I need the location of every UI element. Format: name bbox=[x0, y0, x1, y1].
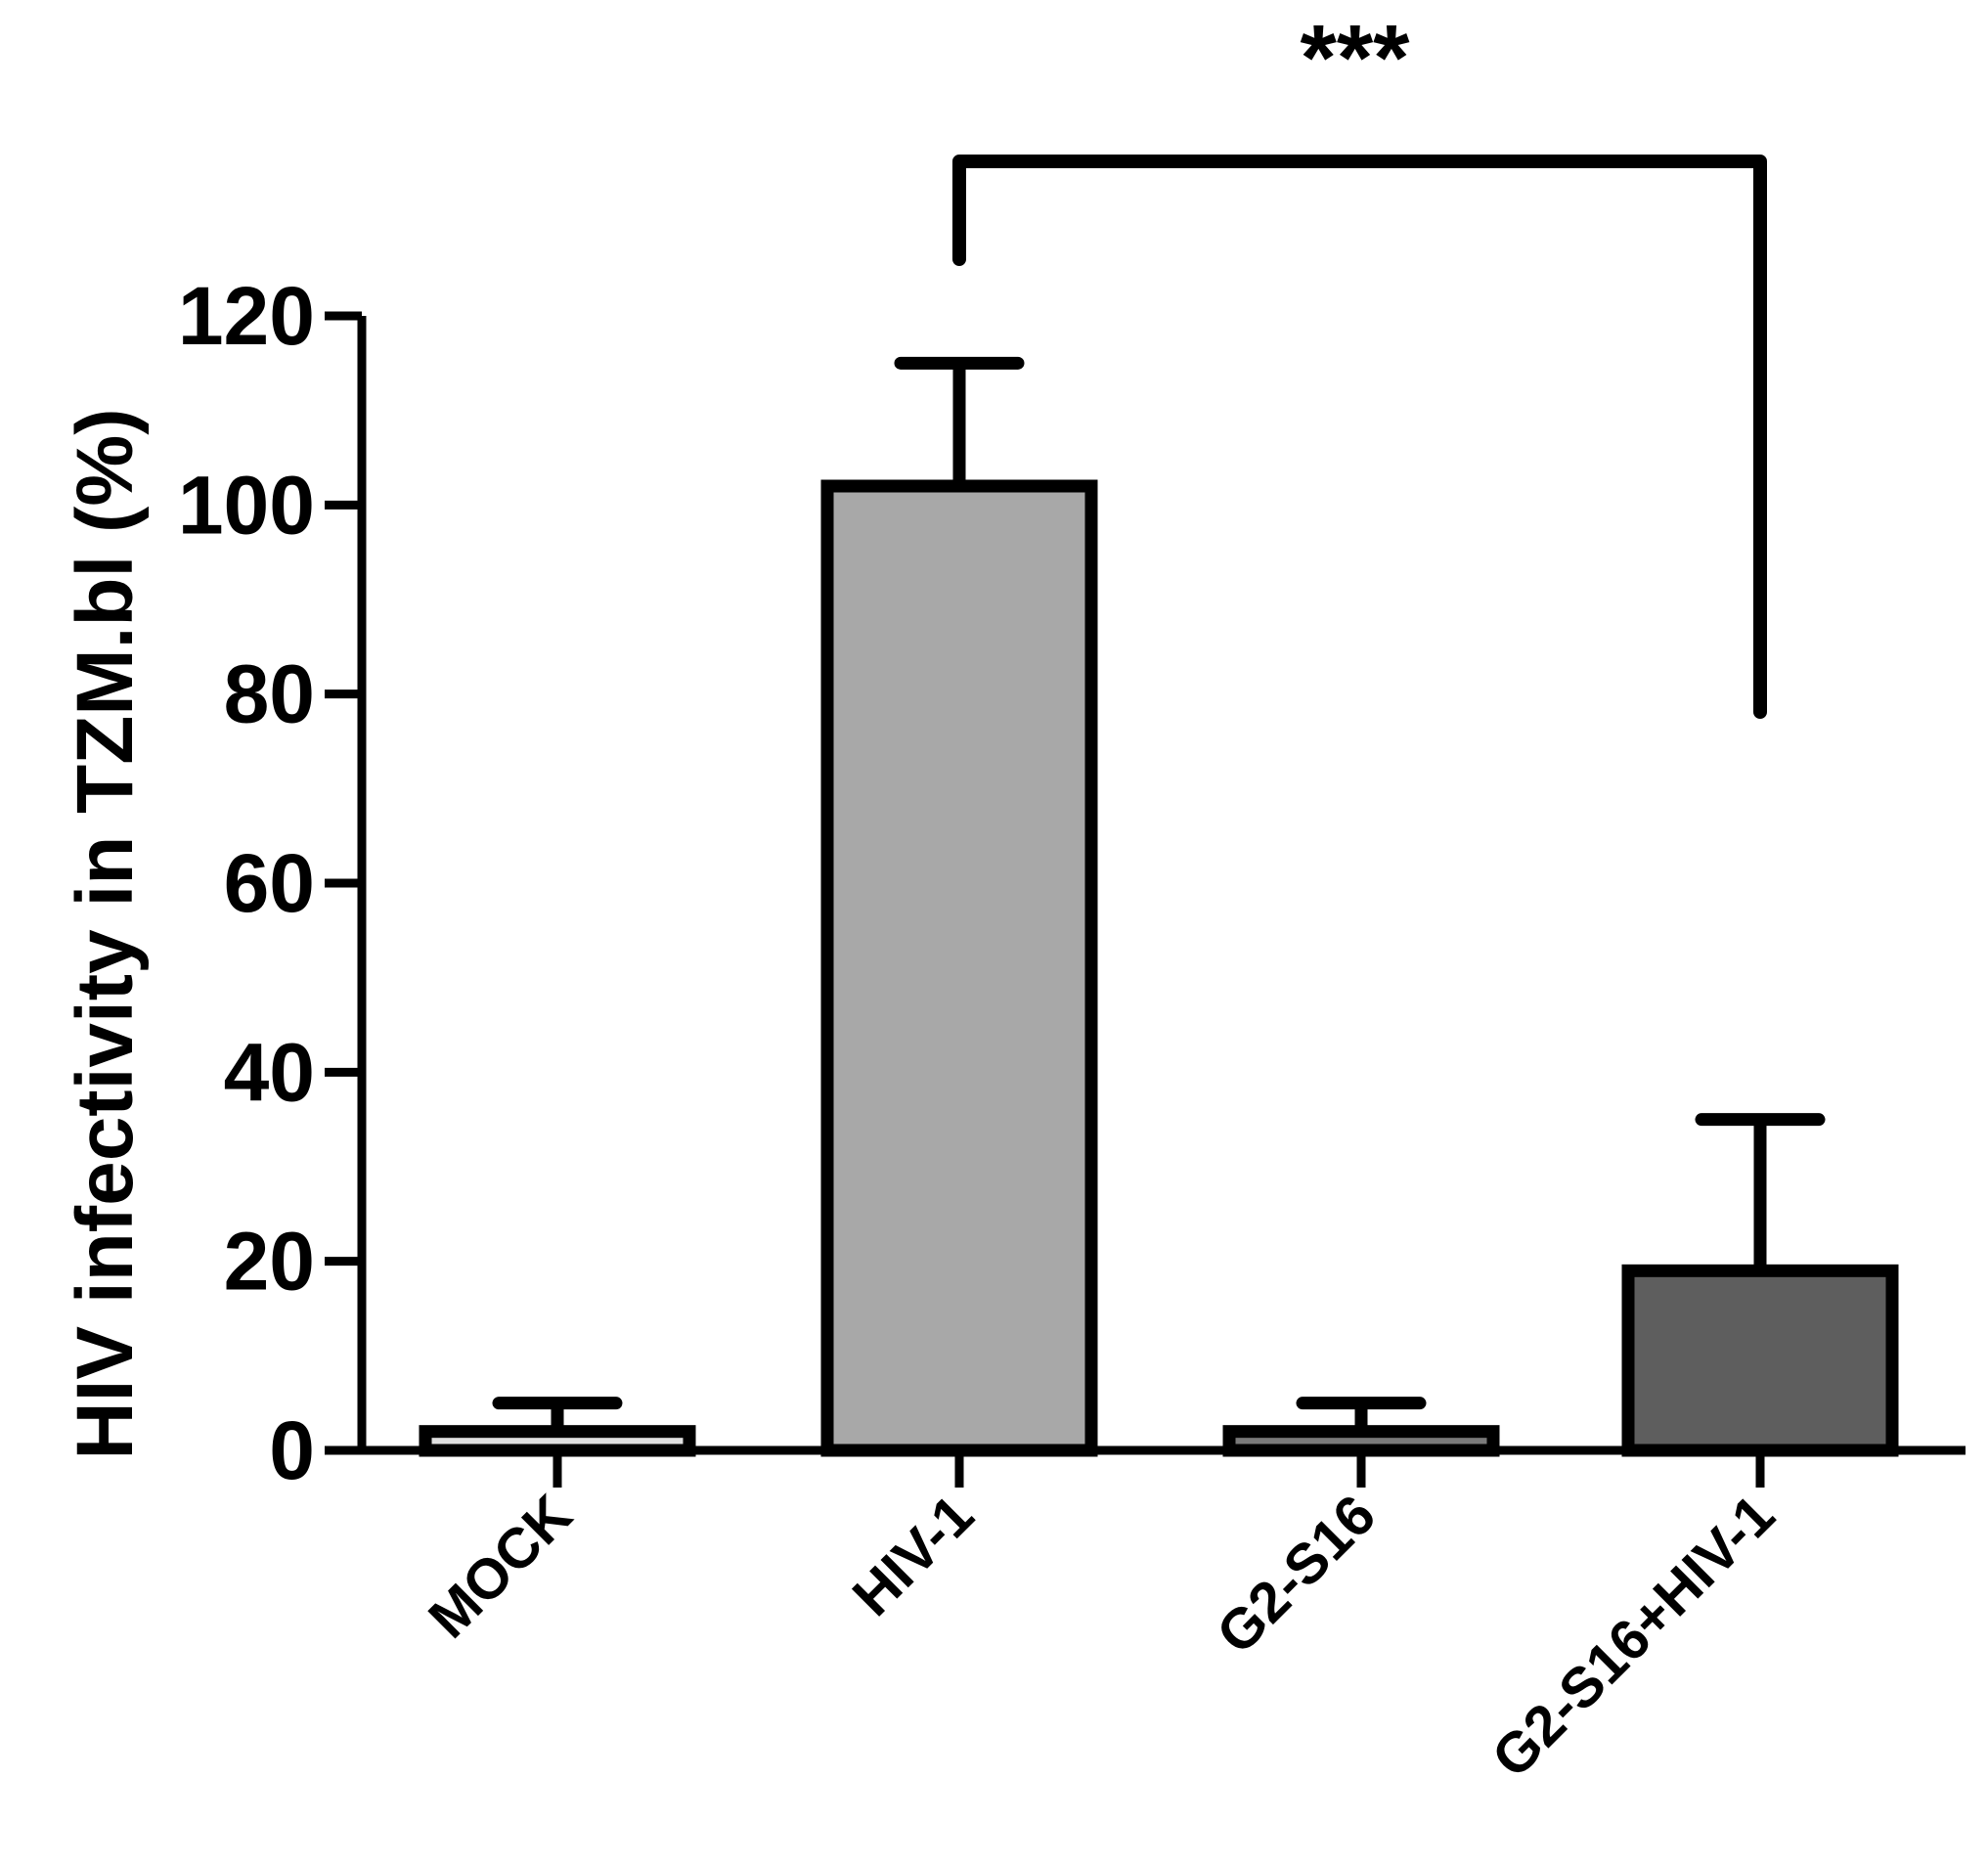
y-tick-label-120: 120 bbox=[178, 270, 315, 362]
bar-g2-s16-hiv-1 bbox=[1621, 1264, 1899, 1457]
significance-bracket bbox=[952, 155, 1767, 719]
y-tick-label-100: 100 bbox=[178, 459, 315, 551]
bar-mock bbox=[419, 1425, 696, 1457]
bar-hiv-1 bbox=[820, 479, 1098, 1457]
y-tick-label-60: 60 bbox=[224, 837, 315, 929]
significance-label: *** bbox=[1300, 6, 1410, 111]
y-tick-label-20: 20 bbox=[224, 1216, 315, 1308]
y-tick-label-80: 80 bbox=[224, 648, 315, 740]
x-tick-label-g2-s16-hiv-1: G2-S16+HIV-1 bbox=[1480, 1483, 1787, 1790]
bar-g2-s16 bbox=[1222, 1425, 1500, 1457]
y-tick-label-0: 0 bbox=[269, 1404, 315, 1496]
x-tick-label-g2-s16: G2-S16 bbox=[1205, 1483, 1388, 1666]
y-tick-label-40: 40 bbox=[224, 1026, 315, 1118]
y-axis-label: HIV infectivity in TZM.bl (%) bbox=[61, 408, 150, 1459]
plot-area: 0 20 40 60 80 100 120 MOCK HIV-1 G2-S16 G2-S16+HIV… bbox=[178, 6, 1966, 1790]
x-tick-label-mock: MOCK bbox=[417, 1483, 584, 1650]
x-tick-label-hiv-1: HIV-1 bbox=[841, 1483, 987, 1628]
